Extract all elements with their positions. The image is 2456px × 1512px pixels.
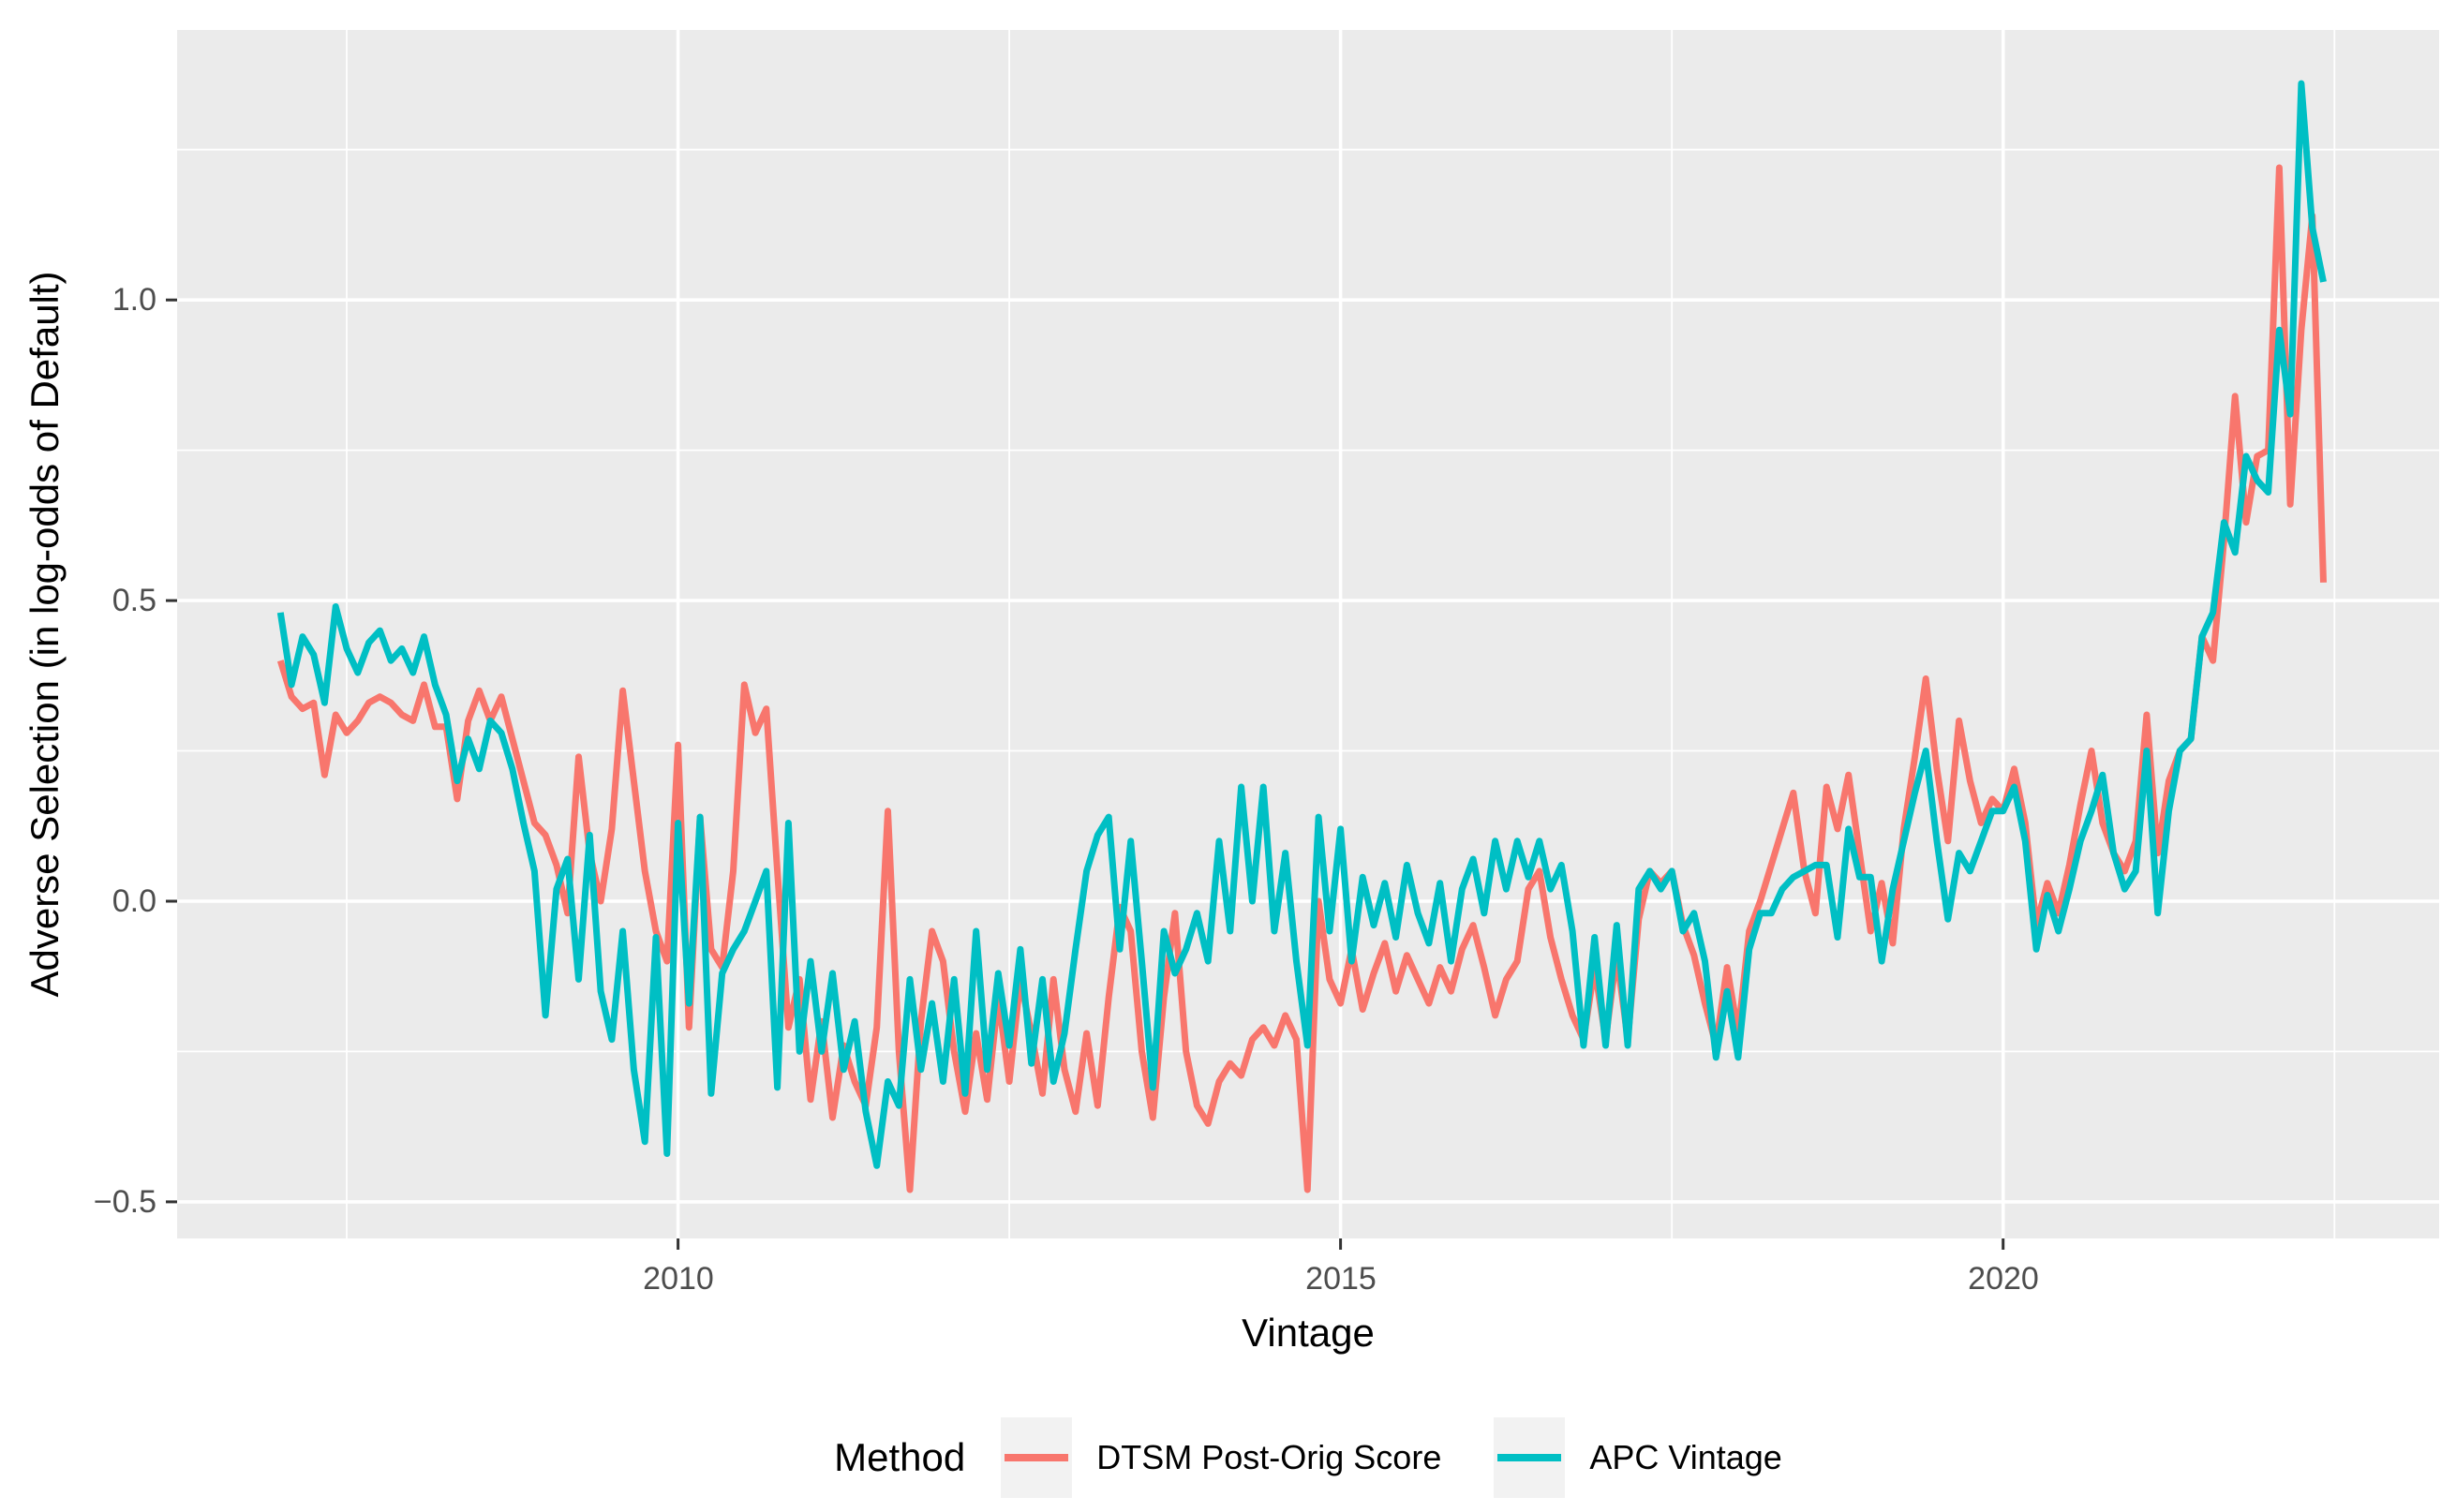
x-tick-label: 2020 bbox=[1968, 1261, 2039, 1297]
legend-entry-dtsm: DTSM Post-Orig Score bbox=[1001, 1417, 1441, 1498]
legend-key-box bbox=[1001, 1417, 1073, 1498]
legend-title: Method bbox=[834, 1435, 966, 1479]
y-tick-label: −0.5 bbox=[93, 1184, 156, 1220]
x-tick-label: 2010 bbox=[643, 1261, 714, 1297]
x-tick-label: 2015 bbox=[1305, 1261, 1377, 1297]
legend: Method DTSM Post-Orig Score APC Vintage bbox=[177, 1413, 2439, 1503]
legend-entry-apc: APC Vintage bbox=[1494, 1417, 1782, 1498]
panel-background bbox=[177, 30, 2439, 1238]
y-tick-label: 1.0 bbox=[112, 282, 156, 318]
legend-label-apc: APC Vintage bbox=[1589, 1438, 1782, 1476]
legend-line-swatch-red bbox=[1005, 1454, 1069, 1461]
series-line-apc bbox=[276, 80, 2327, 1169]
x-axis-title: Vintage bbox=[1242, 1311, 1375, 1355]
y-tick-label: 0.0 bbox=[112, 883, 156, 919]
series-line-dtsm bbox=[276, 164, 2327, 1193]
legend-line-swatch-teal bbox=[1497, 1454, 1562, 1461]
y-tick-label: 0.5 bbox=[112, 583, 156, 618]
y-axis-title: Adverse Selection (in log-odds of Defaul… bbox=[22, 271, 67, 998]
legend-label-dtsm: DTSM Post-Orig Score bbox=[1096, 1438, 1442, 1476]
legend-key-box bbox=[1494, 1417, 1566, 1498]
